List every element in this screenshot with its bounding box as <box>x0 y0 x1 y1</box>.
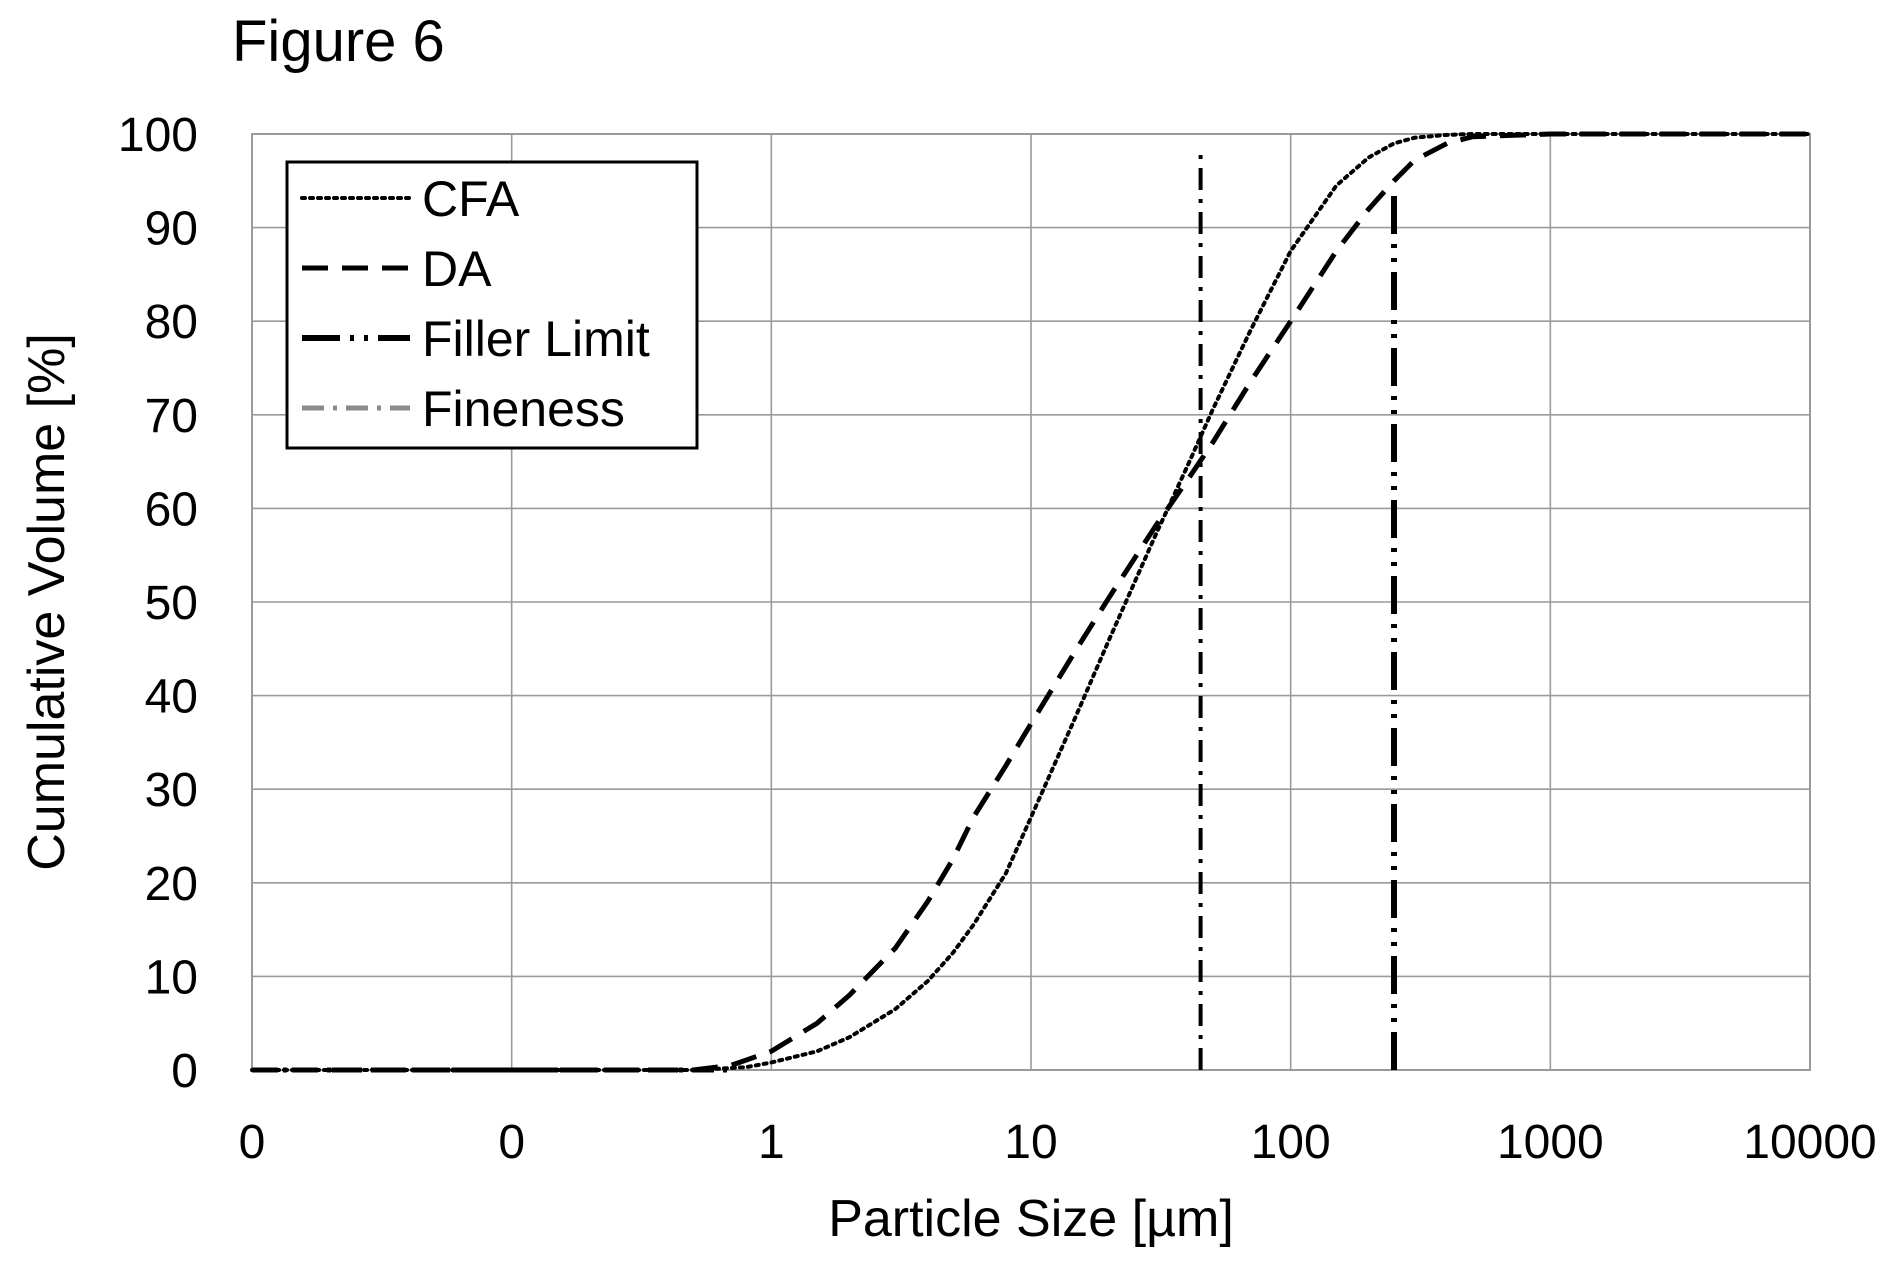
y-axis-label: Cumulative Volume [%] <box>18 333 76 871</box>
legend-label: DA <box>422 241 492 297</box>
y-tick-label: 90 <box>145 203 198 256</box>
y-tick-label: 60 <box>145 483 198 536</box>
y-tick-label: 50 <box>145 577 198 630</box>
y-tick-label: 70 <box>145 390 198 443</box>
x-tick-labels: 0 0 1 10 100 1000 10000 <box>239 1116 1877 1169</box>
x-tick-label: 10000 <box>1743 1116 1876 1169</box>
x-axis-label: Particle Size [µm] <box>828 1190 1234 1248</box>
legend-label: Filler Limit <box>422 311 650 367</box>
x-tick-label: 0 <box>498 1116 525 1169</box>
plot-frame <box>251 133 1811 1071</box>
y-tick-label: 40 <box>145 671 198 724</box>
x-tick-label: 1000 <box>1497 1116 1604 1169</box>
x-tick-label: 0 <box>239 1116 266 1169</box>
y-tick-label: 10 <box>145 951 198 1004</box>
figure-title: Figure 6 <box>232 9 445 74</box>
legend-label: Fineness <box>422 381 625 437</box>
legend: CFA DA Filler Limit Fineness <box>285 160 699 450</box>
series-line-cfa <box>250 132 1812 1072</box>
y-tick-labels: 0 10 20 30 40 50 60 70 80 90 100 <box>118 109 198 1098</box>
x-tick-label: 100 <box>1251 1116 1331 1169</box>
x-tick-label: 1 <box>758 1116 785 1169</box>
legend-box <box>285 160 699 450</box>
y-tick-label: 20 <box>145 858 198 911</box>
series-line-da <box>252 131 1810 1073</box>
y-tick-label: 0 <box>171 1045 198 1098</box>
x-tick-label: 10 <box>1004 1116 1057 1169</box>
y-tick-label: 100 <box>118 109 198 162</box>
legend-label: CFA <box>422 171 520 227</box>
series-layer <box>250 131 1812 1073</box>
y-tick-label: 80 <box>145 296 198 349</box>
y-tick-label: 30 <box>145 764 198 817</box>
